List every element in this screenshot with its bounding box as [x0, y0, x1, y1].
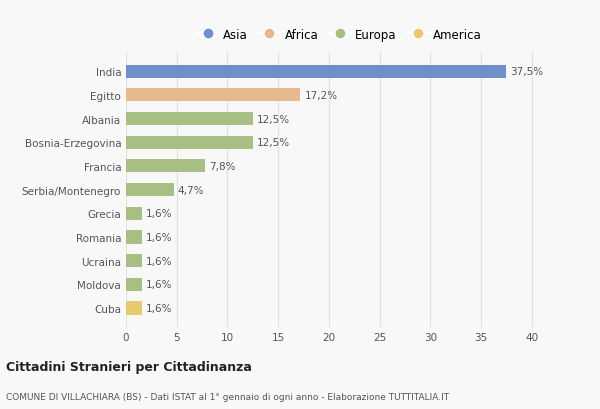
Text: 4,7%: 4,7% [178, 185, 204, 195]
Text: 1,6%: 1,6% [146, 232, 173, 243]
Bar [126, 137, 253, 149]
Text: 1,6%: 1,6% [146, 280, 173, 290]
Text: Cittadini Stranieri per Cittadinanza: Cittadini Stranieri per Cittadinanza [6, 360, 252, 373]
Bar [126, 302, 142, 315]
Text: 12,5%: 12,5% [257, 138, 290, 148]
Text: 1,6%: 1,6% [146, 256, 173, 266]
Bar [126, 207, 142, 220]
Bar [126, 160, 205, 173]
Bar [126, 89, 301, 102]
Text: 1,6%: 1,6% [146, 303, 173, 313]
Text: 1,6%: 1,6% [146, 209, 173, 219]
Bar [126, 113, 253, 126]
Bar [126, 278, 142, 291]
Text: 37,5%: 37,5% [511, 67, 544, 77]
Bar [126, 65, 506, 79]
Text: 12,5%: 12,5% [257, 115, 290, 124]
Bar [126, 254, 142, 267]
Bar [126, 231, 142, 244]
Text: 17,2%: 17,2% [305, 91, 338, 101]
Legend: Asia, Africa, Europa, America: Asia, Africa, Europa, America [194, 26, 484, 44]
Text: 7,8%: 7,8% [209, 162, 236, 171]
Bar [126, 184, 173, 197]
Text: COMUNE DI VILLACHIARA (BS) - Dati ISTAT al 1° gennaio di ogni anno - Elaborazion: COMUNE DI VILLACHIARA (BS) - Dati ISTAT … [6, 392, 449, 401]
